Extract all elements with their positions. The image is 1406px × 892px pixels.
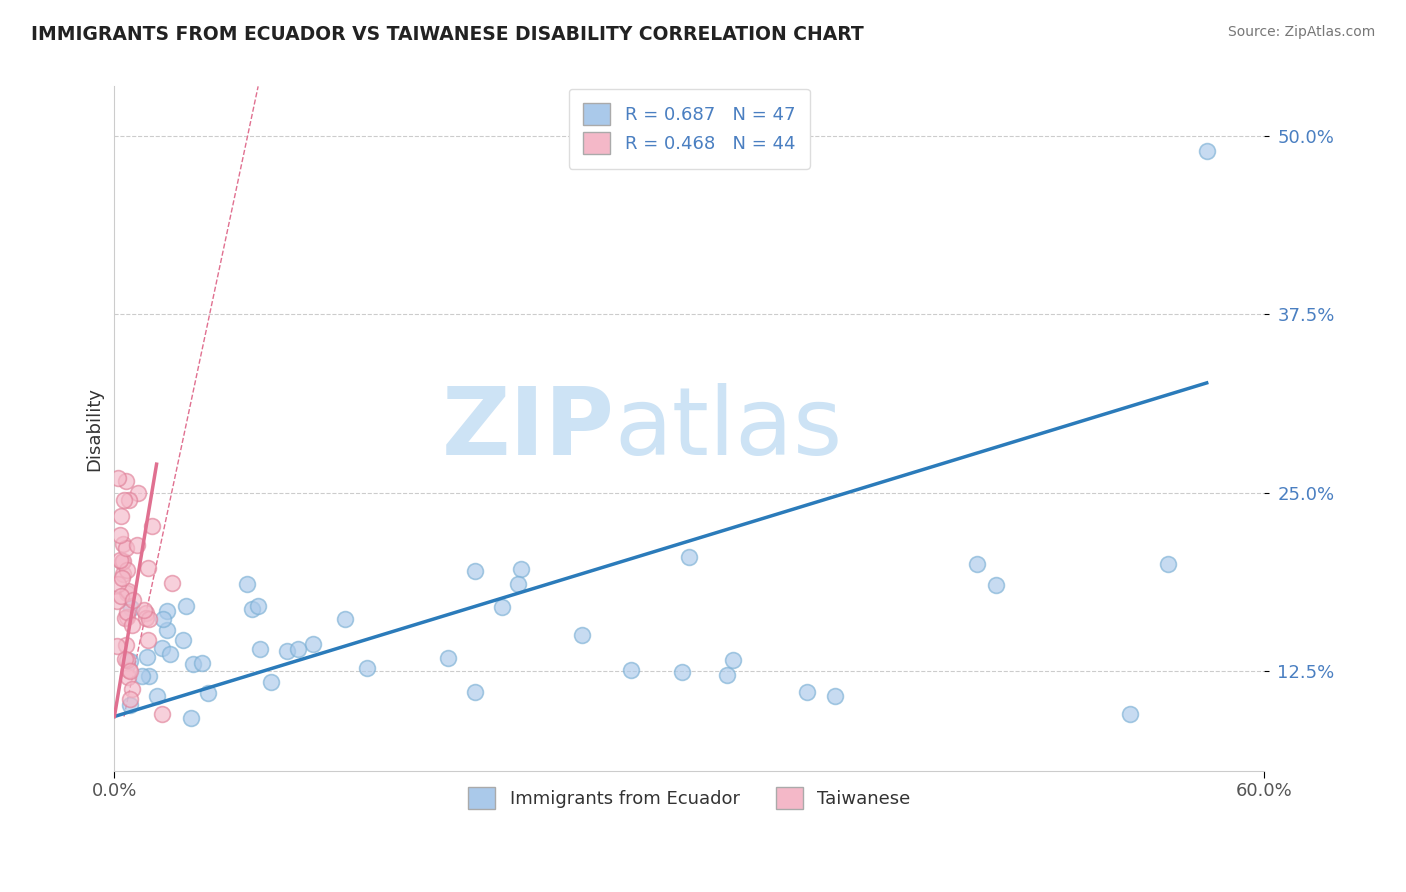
Legend: Immigrants from Ecuador, Taiwanese: Immigrants from Ecuador, Taiwanese <box>454 772 925 823</box>
Point <box>506 577 529 591</box>
Point <box>276 643 298 657</box>
Point <box>117 670 139 684</box>
Text: IMMIGRANTS FROM ECUADOR VS TAIWANESE DISABILITY CORRELATION CHART: IMMIGRANTS FROM ECUADOR VS TAIWANESE DIS… <box>31 25 863 44</box>
Point <box>249 641 271 656</box>
Point <box>260 675 283 690</box>
Point <box>135 611 157 625</box>
Point <box>110 589 132 603</box>
Point <box>115 638 138 652</box>
Point <box>1119 706 1142 721</box>
Point <box>108 553 131 567</box>
Point <box>138 633 160 648</box>
Point <box>150 640 173 655</box>
Point <box>197 686 219 700</box>
Point <box>191 656 214 670</box>
Point <box>110 509 132 524</box>
Point <box>134 603 156 617</box>
Point <box>156 623 179 637</box>
Point <box>131 669 153 683</box>
Point <box>152 612 174 626</box>
Point <box>491 599 513 614</box>
Point <box>118 654 141 668</box>
Point <box>108 528 131 542</box>
Point <box>181 657 204 672</box>
Point <box>240 602 263 616</box>
Point <box>356 660 378 674</box>
Point <box>121 618 143 632</box>
Point <box>716 668 738 682</box>
Point <box>150 706 173 721</box>
Point <box>1195 144 1218 158</box>
Point <box>127 486 149 500</box>
Point <box>796 685 818 699</box>
Point <box>120 601 142 615</box>
Point <box>302 637 325 651</box>
Point <box>138 612 160 626</box>
Point <box>146 689 169 703</box>
Point <box>176 599 198 613</box>
Text: Source: ZipAtlas.com: Source: ZipAtlas.com <box>1227 25 1375 39</box>
Point <box>127 538 149 552</box>
Text: ZIP: ZIP <box>441 383 614 475</box>
Point <box>117 584 139 599</box>
Text: atlas: atlas <box>614 383 842 475</box>
Point <box>120 664 142 678</box>
Point <box>115 610 138 624</box>
Point <box>105 639 128 653</box>
Point <box>287 642 309 657</box>
Point <box>111 554 134 568</box>
Point <box>984 578 1007 592</box>
Point <box>114 541 136 555</box>
Point <box>121 681 143 696</box>
Point <box>464 685 486 699</box>
Point <box>180 711 202 725</box>
Point <box>118 492 141 507</box>
Point <box>112 567 135 582</box>
Point <box>118 692 141 706</box>
Point <box>246 599 269 614</box>
Point <box>678 549 700 564</box>
Point <box>464 565 486 579</box>
Point <box>136 560 159 574</box>
Point <box>107 577 129 591</box>
Point <box>671 665 693 679</box>
Point <box>111 555 134 569</box>
Point <box>120 698 142 712</box>
Point <box>159 648 181 662</box>
Point <box>111 571 134 585</box>
Point <box>1157 557 1180 571</box>
Point <box>114 474 136 488</box>
Point <box>160 576 183 591</box>
Point <box>112 492 135 507</box>
Point <box>138 668 160 682</box>
Point <box>620 663 643 677</box>
Point <box>236 576 259 591</box>
Point <box>107 471 129 485</box>
Point <box>156 604 179 618</box>
Point <box>135 606 157 620</box>
Point <box>136 650 159 665</box>
Point <box>114 652 136 666</box>
Point <box>824 689 846 703</box>
Point <box>105 594 128 608</box>
Point <box>141 519 163 533</box>
Point <box>571 628 593 642</box>
Y-axis label: Disability: Disability <box>86 386 103 470</box>
Point <box>115 563 138 577</box>
Point <box>118 663 141 677</box>
Point <box>436 650 458 665</box>
Point <box>114 611 136 625</box>
Point <box>111 537 134 551</box>
Point <box>510 562 533 576</box>
Point <box>115 653 138 667</box>
Point <box>122 592 145 607</box>
Point <box>115 585 138 599</box>
Point <box>721 653 744 667</box>
Point <box>966 557 988 571</box>
Point <box>115 605 138 619</box>
Point <box>172 632 194 647</box>
Point <box>333 612 356 626</box>
